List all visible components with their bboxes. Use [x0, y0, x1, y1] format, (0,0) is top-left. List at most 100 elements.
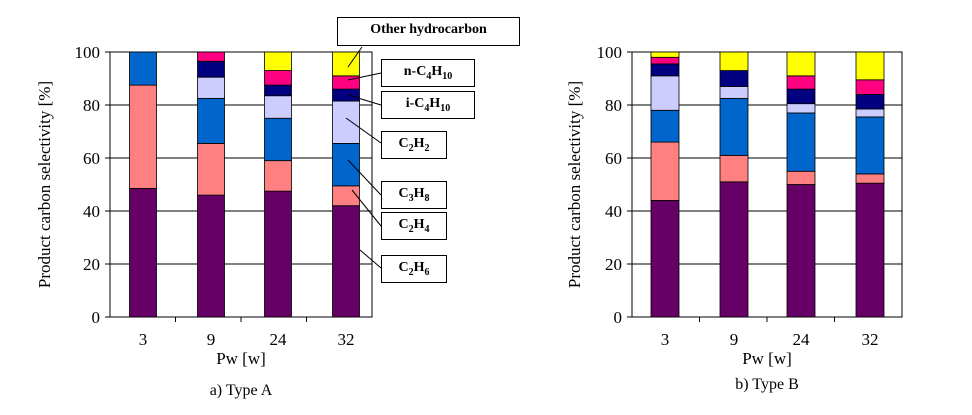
chart1-bar-24-n-c4h10: [264, 70, 292, 86]
callout-n-c4h10-mid: H: [431, 64, 443, 79]
chart2-bar-9-i-c4h10: [719, 70, 749, 87]
callout-i-c4h10: i-C4H10: [381, 91, 475, 119]
callout-c2h2-mid: H: [413, 136, 425, 151]
chart1-bar-32-other-hydrocarbon: [332, 51, 360, 77]
callout-c2h2: C2H2: [381, 131, 447, 159]
chart2-bar-3-c2h4: [650, 141, 680, 201]
chart1-ylabel: Product carbon selectivity [%]: [35, 81, 54, 288]
chart2-bar-3-c3h8: [650, 109, 680, 143]
chart1-bar-24-c2h2: [264, 95, 292, 119]
chart2-bar-32-c2h6: [855, 182, 885, 318]
callout-c2h4-pre: C: [398, 217, 409, 232]
callout-c3h8-sub2: 8: [424, 192, 430, 204]
chart2-xtick-label-24: 24: [793, 330, 811, 349]
chart2-ytick-label-100: 100: [597, 43, 623, 62]
callout-c2h4: C2H4: [381, 212, 447, 240]
chart1-xtick-label-24: 24: [270, 330, 288, 349]
chart2-bar-24-n-c4h10: [786, 75, 816, 90]
leader-line-n-c4h10: [347, 72, 382, 81]
chart2-bar-3-c2h6: [650, 199, 680, 318]
chart2-ytick-label-20: 20: [605, 255, 622, 274]
chart1-bar-24-other-hydrocarbon: [264, 51, 292, 71]
callout-i-c4h10-mid: H: [429, 96, 441, 111]
chart2-bar-24-c2h6: [786, 184, 816, 318]
callout-c2h4-sub2: 4: [424, 223, 430, 235]
chart2-ytick-label-80: 80: [605, 96, 622, 115]
leader-line-c2h6: [359, 249, 382, 269]
callout-other-hydrocarbon: Other hydrocarbon: [337, 17, 520, 46]
callout-i-c4h10-sub1: 4: [424, 102, 430, 114]
chart2-bar-32-c2h2: [855, 108, 885, 118]
chart2-bar-9-c3h8: [719, 97, 749, 156]
chart2-bar-3-n-c4h10: [650, 56, 680, 65]
chart2-bar-32-c3h8: [855, 116, 885, 175]
chart2-ylabel: Product carbon selectivity [%]: [565, 81, 584, 288]
chart2-bar-9-other-hydrocarbon: [719, 51, 749, 71]
chart1-xlabel: Pw [w]: [216, 349, 266, 368]
chart1-bar-9-n-c4h10: [197, 51, 225, 62]
chart2-bar-9-c2h4: [719, 154, 749, 183]
chart1-bar-24-c2h6: [264, 190, 292, 318]
callout-c3h8: C3H8: [381, 181, 447, 209]
callout-i-c4h10-sub2: 10: [440, 102, 451, 114]
callout-c3h8-sub1: 3: [408, 192, 414, 204]
chart2-bar-3-other-hydrocarbon: [650, 51, 680, 58]
leader-line-c3h8: [347, 159, 382, 196]
callout-n-c4h10-sub2: 10: [442, 70, 453, 82]
chart1-xtick-label-3: 3: [139, 330, 148, 349]
chart2-xtick-label-32: 32: [862, 330, 879, 349]
chart1-ytick-label-0: 0: [92, 308, 101, 327]
callout-i-c4h10-pre: i-C: [405, 96, 425, 111]
leader-line-c2h4: [351, 189, 382, 227]
chart1-ytick-label-20: 20: [83, 255, 100, 274]
chart1-bar-24-c3h8: [264, 117, 292, 162]
callout-c2h6-mid: H: [413, 260, 425, 275]
chart1-bar-32-c2h4: [332, 185, 360, 207]
callout-n-c4h10: n-C4H10: [381, 59, 475, 87]
leader-line-other-hydrocarbon: [347, 46, 363, 68]
chart1-bar-9-i-c4h10: [197, 60, 225, 78]
callout-c3h8-mid: H: [413, 186, 425, 201]
callout-c3h8-pre: C: [398, 186, 409, 201]
chart1-ytick-label-80: 80: [83, 96, 100, 115]
chart2-bar-32-other-hydrocarbon: [855, 51, 885, 81]
callout-c2h2-sub1: 2: [408, 142, 414, 154]
chart2-bar-24-c3h8: [786, 112, 816, 172]
chart2-xlabel: Pw [w]: [742, 349, 792, 368]
leader-line-c2h2: [345, 117, 382, 144]
chart2-ytick-label-60: 60: [605, 149, 622, 168]
chart2-caption: b) Type B: [735, 376, 798, 393]
chart2-bar-24-i-c4h10: [786, 88, 816, 105]
chart2-bar-24-other-hydrocarbon: [786, 51, 816, 77]
callout-c2h2-pre: C: [398, 136, 409, 151]
chart2-bar-32-n-c4h10: [855, 79, 885, 95]
callout-c2h2-sub2: 2: [424, 142, 430, 154]
chart1-bar-9-c3h8: [197, 97, 225, 144]
chart1-bar-3-c2h4: [129, 84, 157, 189]
chart2-xtick-label-9: 9: [730, 330, 739, 349]
chart2-ytick-label-40: 40: [605, 202, 622, 221]
chart2-bar-9-c2h6: [719, 181, 749, 318]
callout-c2h6-sub1: 2: [408, 266, 414, 278]
chart1-bar-32-c2h2: [332, 100, 360, 144]
chart1-bar-9-c2h4: [197, 143, 225, 196]
chart1-caption: a) Type A: [210, 382, 273, 399]
chart1-xtick-label-32: 32: [338, 330, 355, 349]
chart1-bar-9-c2h6: [197, 194, 225, 318]
callout-c2h6-pre: C: [398, 260, 409, 275]
chart1-bar-24-i-c4h10: [264, 84, 292, 97]
chart2-bar-24-c2h2: [786, 103, 816, 114]
chart1-ytick-label-100: 100: [75, 43, 101, 62]
chart2-bar-3-c2h2: [650, 75, 680, 111]
chart2-bar-3-i-c4h10: [650, 63, 680, 77]
callout-n-c4h10-sub1: 4: [426, 70, 432, 82]
chart1-ytick-label-40: 40: [83, 202, 100, 221]
callout-c2h4-mid: H: [413, 217, 425, 232]
chart1-bar-32-i-c4h10: [332, 88, 360, 102]
chart1-bar-24-c2h4: [264, 160, 292, 192]
callout-c2h6: C2H6: [381, 255, 447, 283]
chart2-bar-32-c2h4: [855, 173, 885, 184]
chart1-ytick-label-60: 60: [83, 149, 100, 168]
